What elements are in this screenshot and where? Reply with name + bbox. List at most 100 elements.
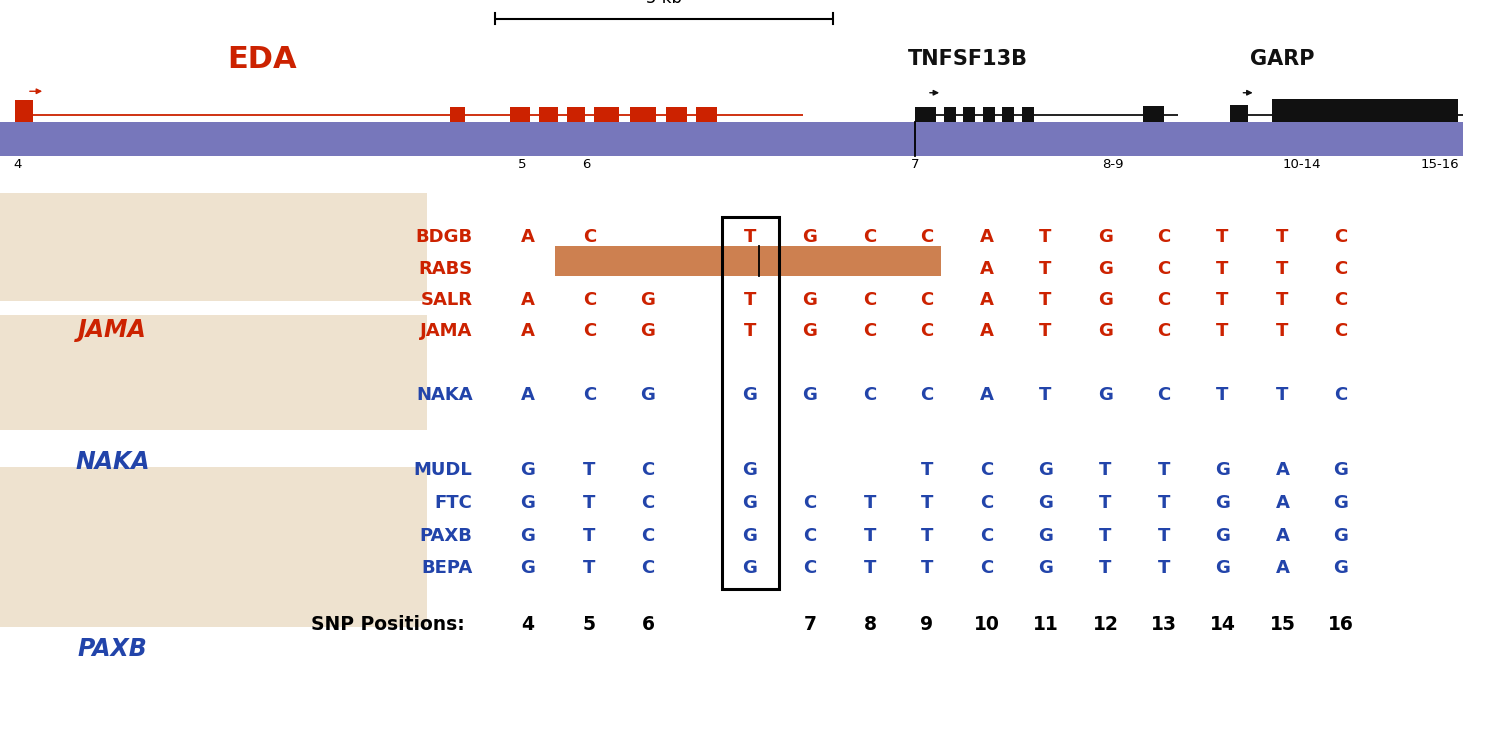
Text: 5: 5	[518, 158, 526, 171]
Text: A: A	[1275, 559, 1290, 577]
Text: NAKA: NAKA	[416, 386, 472, 404]
Text: C: C	[1158, 322, 1170, 340]
Text: C: C	[864, 229, 876, 246]
Text: C: C	[981, 559, 993, 577]
Text: T: T	[744, 260, 756, 278]
Bar	[944, 107, 956, 123]
Text: A: A	[1275, 527, 1290, 545]
Text: G: G	[1215, 559, 1230, 577]
Text: GARP: GARP	[1251, 50, 1314, 69]
Text: C: C	[584, 291, 596, 309]
Text: BDGB: BDGB	[416, 229, 472, 246]
Text: A: A	[1275, 462, 1290, 479]
Text: C: C	[864, 260, 876, 278]
Bar	[696, 107, 717, 123]
Text: T: T	[1276, 260, 1288, 278]
Text: G: G	[1098, 386, 1113, 404]
Text: 13: 13	[1150, 615, 1178, 634]
Text: 10-14: 10-14	[1282, 158, 1322, 171]
Text: T: T	[1100, 527, 1112, 545]
Text: C: C	[864, 291, 876, 309]
Text: JAMA: JAMA	[420, 322, 472, 340]
Text: C: C	[642, 462, 654, 479]
Text: T: T	[1216, 386, 1228, 404]
Text: 15-16: 15-16	[1420, 158, 1460, 171]
Text: SALR: SALR	[420, 291, 472, 309]
Text: T: T	[1100, 462, 1112, 479]
Bar	[915, 107, 936, 123]
Text: BEPA: BEPA	[422, 559, 472, 577]
Text: SNP Positions:: SNP Positions:	[312, 615, 465, 634]
Text: A: A	[520, 229, 536, 246]
Text: 5 kb: 5 kb	[645, 0, 681, 7]
Text: 6: 6	[582, 158, 591, 171]
Text: G: G	[640, 291, 656, 309]
Text: T: T	[864, 527, 876, 545]
Text: G: G	[1215, 527, 1230, 545]
Bar	[0, 122, 1462, 156]
Text: G: G	[1098, 322, 1113, 340]
Text: G: G	[802, 291, 818, 309]
Bar	[15, 100, 33, 130]
Text: C: C	[864, 322, 876, 340]
Text: T: T	[1158, 462, 1170, 479]
Text: G: G	[1215, 494, 1230, 512]
Text: G: G	[1098, 229, 1113, 246]
Text: T: T	[1158, 527, 1170, 545]
Text: T: T	[1276, 322, 1288, 340]
Text: C: C	[864, 386, 876, 404]
Text: G: G	[640, 322, 656, 340]
Text: T: T	[921, 559, 933, 577]
Text: C: C	[981, 462, 993, 479]
Text: 8-9: 8-9	[1102, 158, 1124, 171]
Text: C: C	[921, 322, 933, 340]
Text: T: T	[1158, 494, 1170, 512]
Text: C: C	[981, 527, 993, 545]
Text: A: A	[980, 322, 994, 340]
Text: A: A	[520, 386, 536, 404]
Text: C: C	[1335, 322, 1347, 340]
Text: A: A	[520, 291, 536, 309]
Text: C: C	[584, 229, 596, 246]
Text: T: T	[584, 527, 596, 545]
Text: T: T	[744, 291, 756, 309]
Text: 7: 7	[804, 615, 816, 634]
Bar	[1002, 107, 1014, 123]
Text: G: G	[1038, 494, 1053, 512]
Text: T: T	[1040, 322, 1052, 340]
Text: G: G	[802, 322, 818, 340]
Bar	[450, 107, 465, 123]
Text: 9: 9	[921, 615, 933, 634]
Text: G: G	[742, 527, 758, 545]
Text: C: C	[921, 291, 933, 309]
Bar	[0, 193, 427, 301]
Text: T: T	[1100, 559, 1112, 577]
Text: C: C	[1335, 386, 1347, 404]
Text: 11: 11	[1032, 615, 1059, 634]
Bar	[1143, 106, 1164, 124]
Text: 5: 5	[584, 615, 596, 634]
Text: T: T	[1040, 386, 1052, 404]
Text: T: T	[744, 229, 756, 246]
Text: T: T	[1216, 260, 1228, 278]
Text: A: A	[980, 229, 994, 246]
Text: T: T	[1100, 494, 1112, 512]
Bar	[594, 107, 619, 123]
Text: G: G	[742, 462, 758, 479]
Text: T: T	[864, 559, 876, 577]
Text: C: C	[1158, 229, 1170, 246]
Text: T: T	[921, 527, 933, 545]
Text: C: C	[642, 494, 654, 512]
Text: NAKA: NAKA	[75, 450, 150, 473]
Text: G: G	[520, 559, 536, 577]
Text: G: G	[640, 386, 656, 404]
Bar	[1022, 107, 1034, 123]
Text: 12: 12	[1092, 615, 1119, 634]
Text: PAXB: PAXB	[78, 637, 147, 661]
Bar	[963, 107, 975, 123]
Bar	[567, 107, 585, 123]
Text: 8: 8	[864, 615, 876, 634]
Text: TNFSF13B: TNFSF13B	[908, 50, 1028, 69]
Text: C: C	[1158, 386, 1170, 404]
Bar	[1272, 99, 1458, 131]
